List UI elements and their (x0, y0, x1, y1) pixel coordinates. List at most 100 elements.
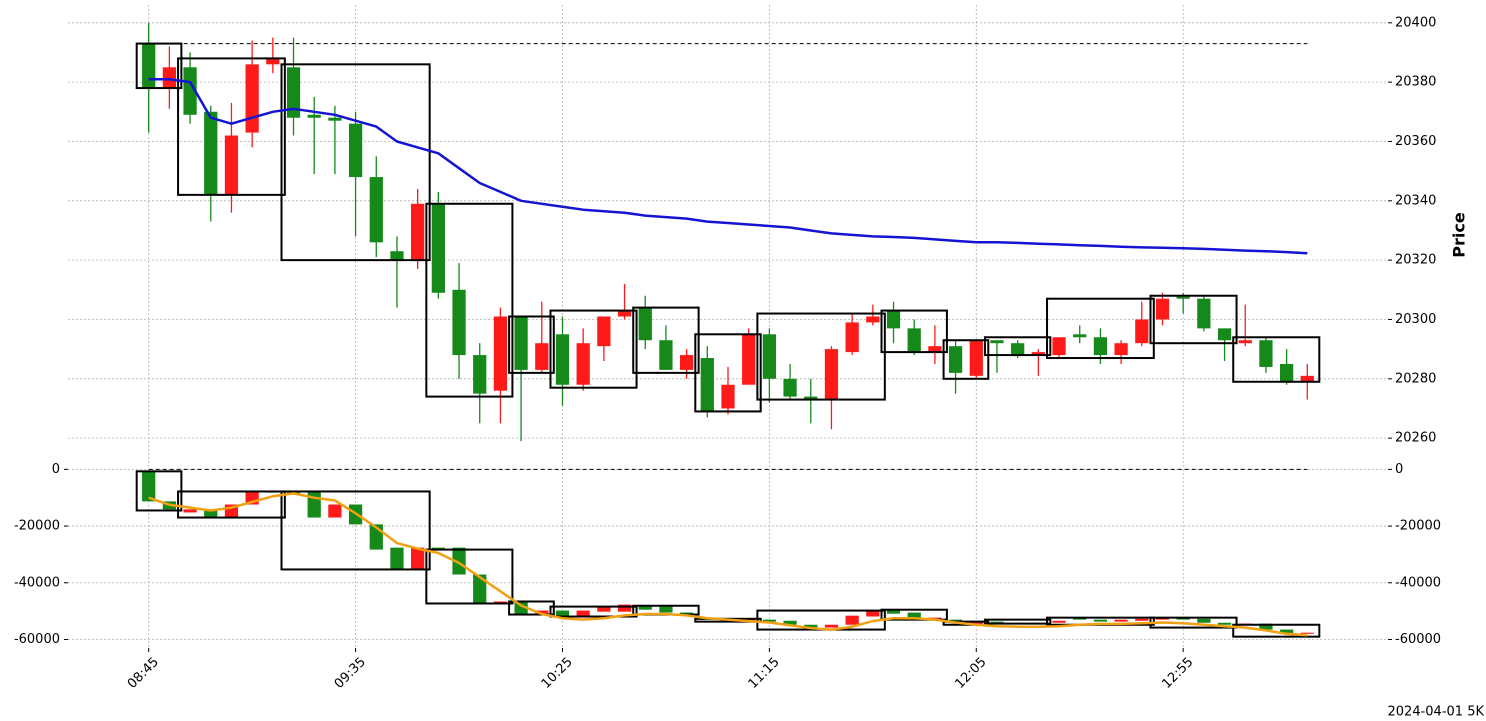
x-tick-label: 08:45 (125, 655, 162, 692)
y-tick-label: 20380 (1395, 75, 1436, 90)
candle-body (245, 64, 259, 133)
y-tick-label: 20340 (1395, 193, 1436, 208)
candle-body (824, 624, 839, 628)
candle-body (742, 334, 756, 385)
candle-body (1052, 620, 1066, 623)
y-tick-label: 0 (1395, 462, 1403, 477)
candle-body (328, 504, 342, 518)
candle-body (142, 471, 156, 502)
candle-body (638, 605, 652, 610)
candle-body (1011, 343, 1025, 356)
candle-body (390, 547, 404, 570)
box (756, 312, 886, 401)
x-tick-label: 10:25 (539, 655, 576, 692)
candle-body (1217, 622, 1232, 625)
candle-body (680, 355, 694, 370)
candle-body (845, 322, 859, 353)
candle-body (473, 355, 487, 394)
candle-body (659, 606, 673, 613)
candle-body (1052, 337, 1066, 356)
candle-body (886, 609, 901, 614)
candle-body (721, 384, 735, 409)
box (549, 309, 638, 389)
candle-body (183, 509, 197, 513)
candle-body (1093, 619, 1108, 622)
x-tick-label: 12:05 (952, 655, 989, 692)
candle-body (1280, 629, 1294, 634)
box (508, 315, 555, 374)
candle-body (1093, 337, 1108, 356)
box (694, 333, 762, 413)
candle-body (162, 67, 176, 89)
candle-body (866, 610, 880, 617)
candle-body (183, 67, 197, 115)
candle-body (204, 111, 218, 195)
candle-body (597, 316, 611, 347)
box (983, 618, 1052, 625)
box (177, 490, 286, 519)
y-tick-label: -60000 (14, 632, 60, 647)
box (632, 306, 700, 374)
candle-body (452, 289, 466, 356)
x-tick-label: 12:55 (1159, 655, 1196, 692)
candle-body (576, 343, 590, 385)
candle-body (928, 346, 942, 353)
box (425, 548, 514, 605)
candle-body (617, 604, 632, 612)
candle-body (1259, 340, 1273, 367)
candle-body (762, 334, 776, 379)
y-tick-label: -20000 (14, 519, 60, 534)
candle-body (659, 340, 673, 370)
candle-body (617, 310, 632, 317)
annotation: 2024-04-01 5K (1388, 705, 1485, 720)
candle-body (804, 396, 818, 400)
candle-body (1114, 343, 1128, 356)
box (177, 57, 286, 196)
candle-body (1135, 618, 1149, 621)
candle-body (328, 117, 342, 121)
candle-body (638, 307, 652, 341)
candle-body (845, 615, 859, 625)
y-tick-label: 20320 (1395, 253, 1436, 268)
box (508, 600, 555, 616)
candle-body (473, 574, 487, 604)
x-tick-label: 11:15 (746, 655, 783, 692)
candle-body (597, 606, 611, 612)
candle-body (1300, 632, 1314, 634)
candle-body (411, 547, 425, 570)
candle-body (411, 203, 425, 261)
candle-body (948, 346, 963, 373)
box (1046, 297, 1155, 360)
candle-body (1300, 375, 1314, 382)
y-tick-label: -60000 (1395, 632, 1441, 647)
x-tick-label: 09:35 (332, 655, 369, 692)
box (1149, 294, 1238, 345)
candle-body (535, 610, 549, 614)
candle-body (783, 620, 797, 625)
y-axis-label: Price (1450, 212, 1469, 258)
candle-body (348, 123, 363, 178)
candle-body (1114, 619, 1128, 622)
candle-body (969, 340, 983, 376)
candle-body (866, 316, 880, 323)
box (549, 605, 638, 618)
candle-body (762, 619, 776, 622)
candle-body (514, 316, 528, 370)
y-tick-label: -40000 (14, 575, 60, 590)
candle-body (1280, 363, 1294, 382)
candle-body (824, 349, 839, 400)
candle-body (204, 509, 218, 518)
box (280, 63, 431, 262)
candle-body (286, 67, 301, 118)
candle-body (1238, 340, 1252, 344)
box (880, 608, 948, 621)
candle-body (576, 610, 590, 617)
candle-body (990, 621, 1004, 623)
box (425, 202, 514, 398)
candle-body (700, 358, 714, 412)
candle-body (907, 328, 921, 353)
y-tick-label: 20400 (1395, 15, 1436, 30)
candle-body (224, 135, 239, 195)
candle-body (266, 58, 280, 65)
